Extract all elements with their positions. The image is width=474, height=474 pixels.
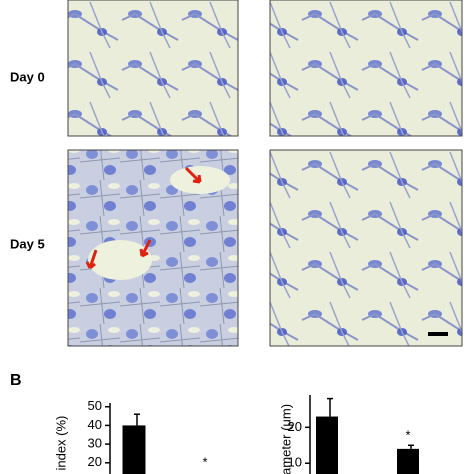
bar: [316, 416, 338, 474]
arrow: [85, 249, 98, 270]
y-tick-label: 30: [88, 436, 102, 451]
image-day5-right: [269, 149, 463, 347]
bar: [397, 448, 419, 474]
significance-mark: *: [202, 454, 207, 469]
y-tick-label: 10: [288, 455, 302, 470]
row-label: Day 0: [10, 69, 45, 84]
gap: [88, 240, 152, 280]
image-day0-left: [67, 0, 239, 137]
y-tick-label: 50: [88, 398, 102, 413]
bar: [122, 425, 146, 474]
y-tick-label: 40: [88, 417, 102, 432]
significance-mark: *: [405, 428, 410, 443]
micrographs: [67, 0, 463, 347]
y-tick-label: 20: [288, 419, 302, 434]
row-label: Day 5: [10, 236, 45, 251]
y-tick-label: 20: [88, 454, 102, 469]
arrow: [184, 166, 202, 184]
panel-label: B: [10, 372, 22, 389]
image-day0-right: [269, 0, 463, 137]
arrow: [139, 239, 152, 258]
y-axis-label: n index (%): [53, 416, 68, 474]
y-axis-label: diameter (μm): [278, 404, 293, 474]
scale-bar: [428, 332, 448, 336]
